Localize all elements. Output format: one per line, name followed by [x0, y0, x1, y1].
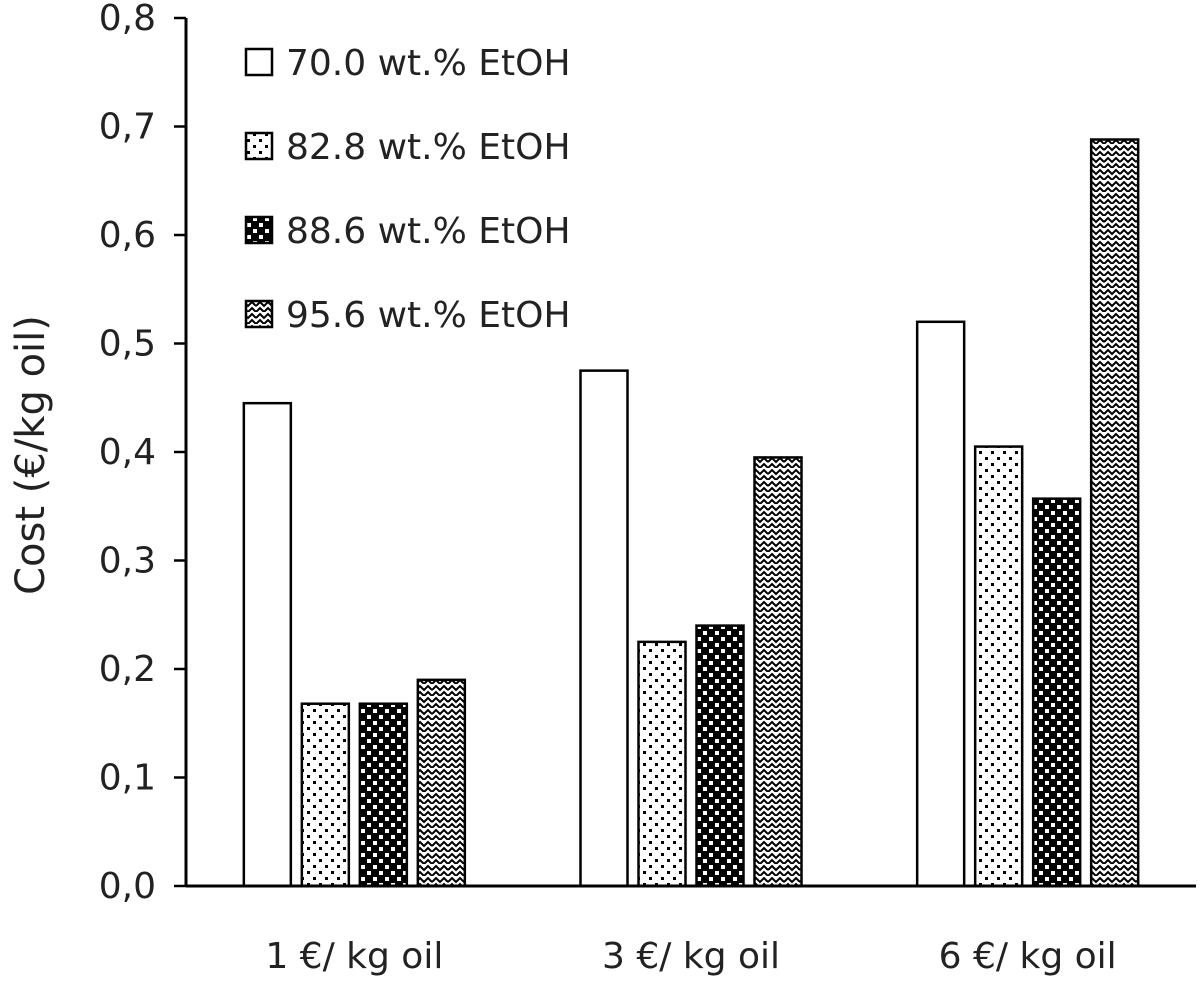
bar-3-series-2 [973, 445, 1024, 888]
legend-swatch [244, 215, 274, 245]
y-tick-label: 0,2 [99, 649, 156, 690]
bar-1-series-3 [358, 702, 409, 888]
bar-1-series-1 [242, 401, 293, 888]
y-tick-label: 0,6 [99, 215, 156, 256]
x-category-label: 3 €/ kg oil [602, 936, 780, 977]
bar-3-series-1 [915, 320, 966, 888]
legend-label: 88.6 wt.% EtOH [286, 211, 571, 252]
legend-label: 70.0 wt.% EtOH [286, 43, 571, 84]
bar-2-series-4 [753, 456, 803, 888]
bar-1-series-2 [300, 702, 351, 888]
bar-2-series-2 [637, 640, 687, 888]
y-tick-label: 0,4 [99, 432, 156, 473]
legend-swatch [244, 299, 274, 329]
legend-label: 82.8 wt.% EtOH [286, 127, 571, 168]
bar-3-series-3 [1031, 497, 1082, 888]
legend-label: 95.6 wt.% EtOH [286, 295, 571, 336]
y-axis-ticks: 0,0 0,1 0,2 0,3 0,4 0,5 0,6 0,7 0,8 [99, 0, 186, 907]
bar-3-series-4 [1089, 138, 1140, 888]
y-tick-label: 0,5 [99, 324, 156, 365]
bar-1-series-4 [416, 678, 467, 888]
y-tick-label: 0,3 [99, 541, 156, 582]
y-tick-label: 0,1 [99, 758, 156, 799]
bars-group [242, 138, 1140, 888]
legend-swatch [244, 131, 274, 161]
bar-2-series-3 [695, 624, 745, 888]
x-category-label: 6 €/ kg oil [939, 936, 1117, 977]
y-tick-label: 0,7 [99, 107, 156, 148]
y-tick-label: 0,8 [99, 0, 156, 39]
x-category-label: 1 €/ kg oil [265, 936, 443, 977]
category-labels: 1 €/ kg oil 3 €/ kg oil 6 €/ kg oil [265, 936, 1116, 977]
legend: 70.0 wt.% EtOH 82.8 wt.% EtOH 88.6 wt.% Et… [244, 43, 571, 336]
bar-2-series-1 [579, 369, 629, 888]
y-axis-title: Cost (€/kg oil) [8, 315, 54, 595]
legend-swatch [244, 47, 274, 77]
y-tick-label: 0,0 [99, 866, 156, 907]
